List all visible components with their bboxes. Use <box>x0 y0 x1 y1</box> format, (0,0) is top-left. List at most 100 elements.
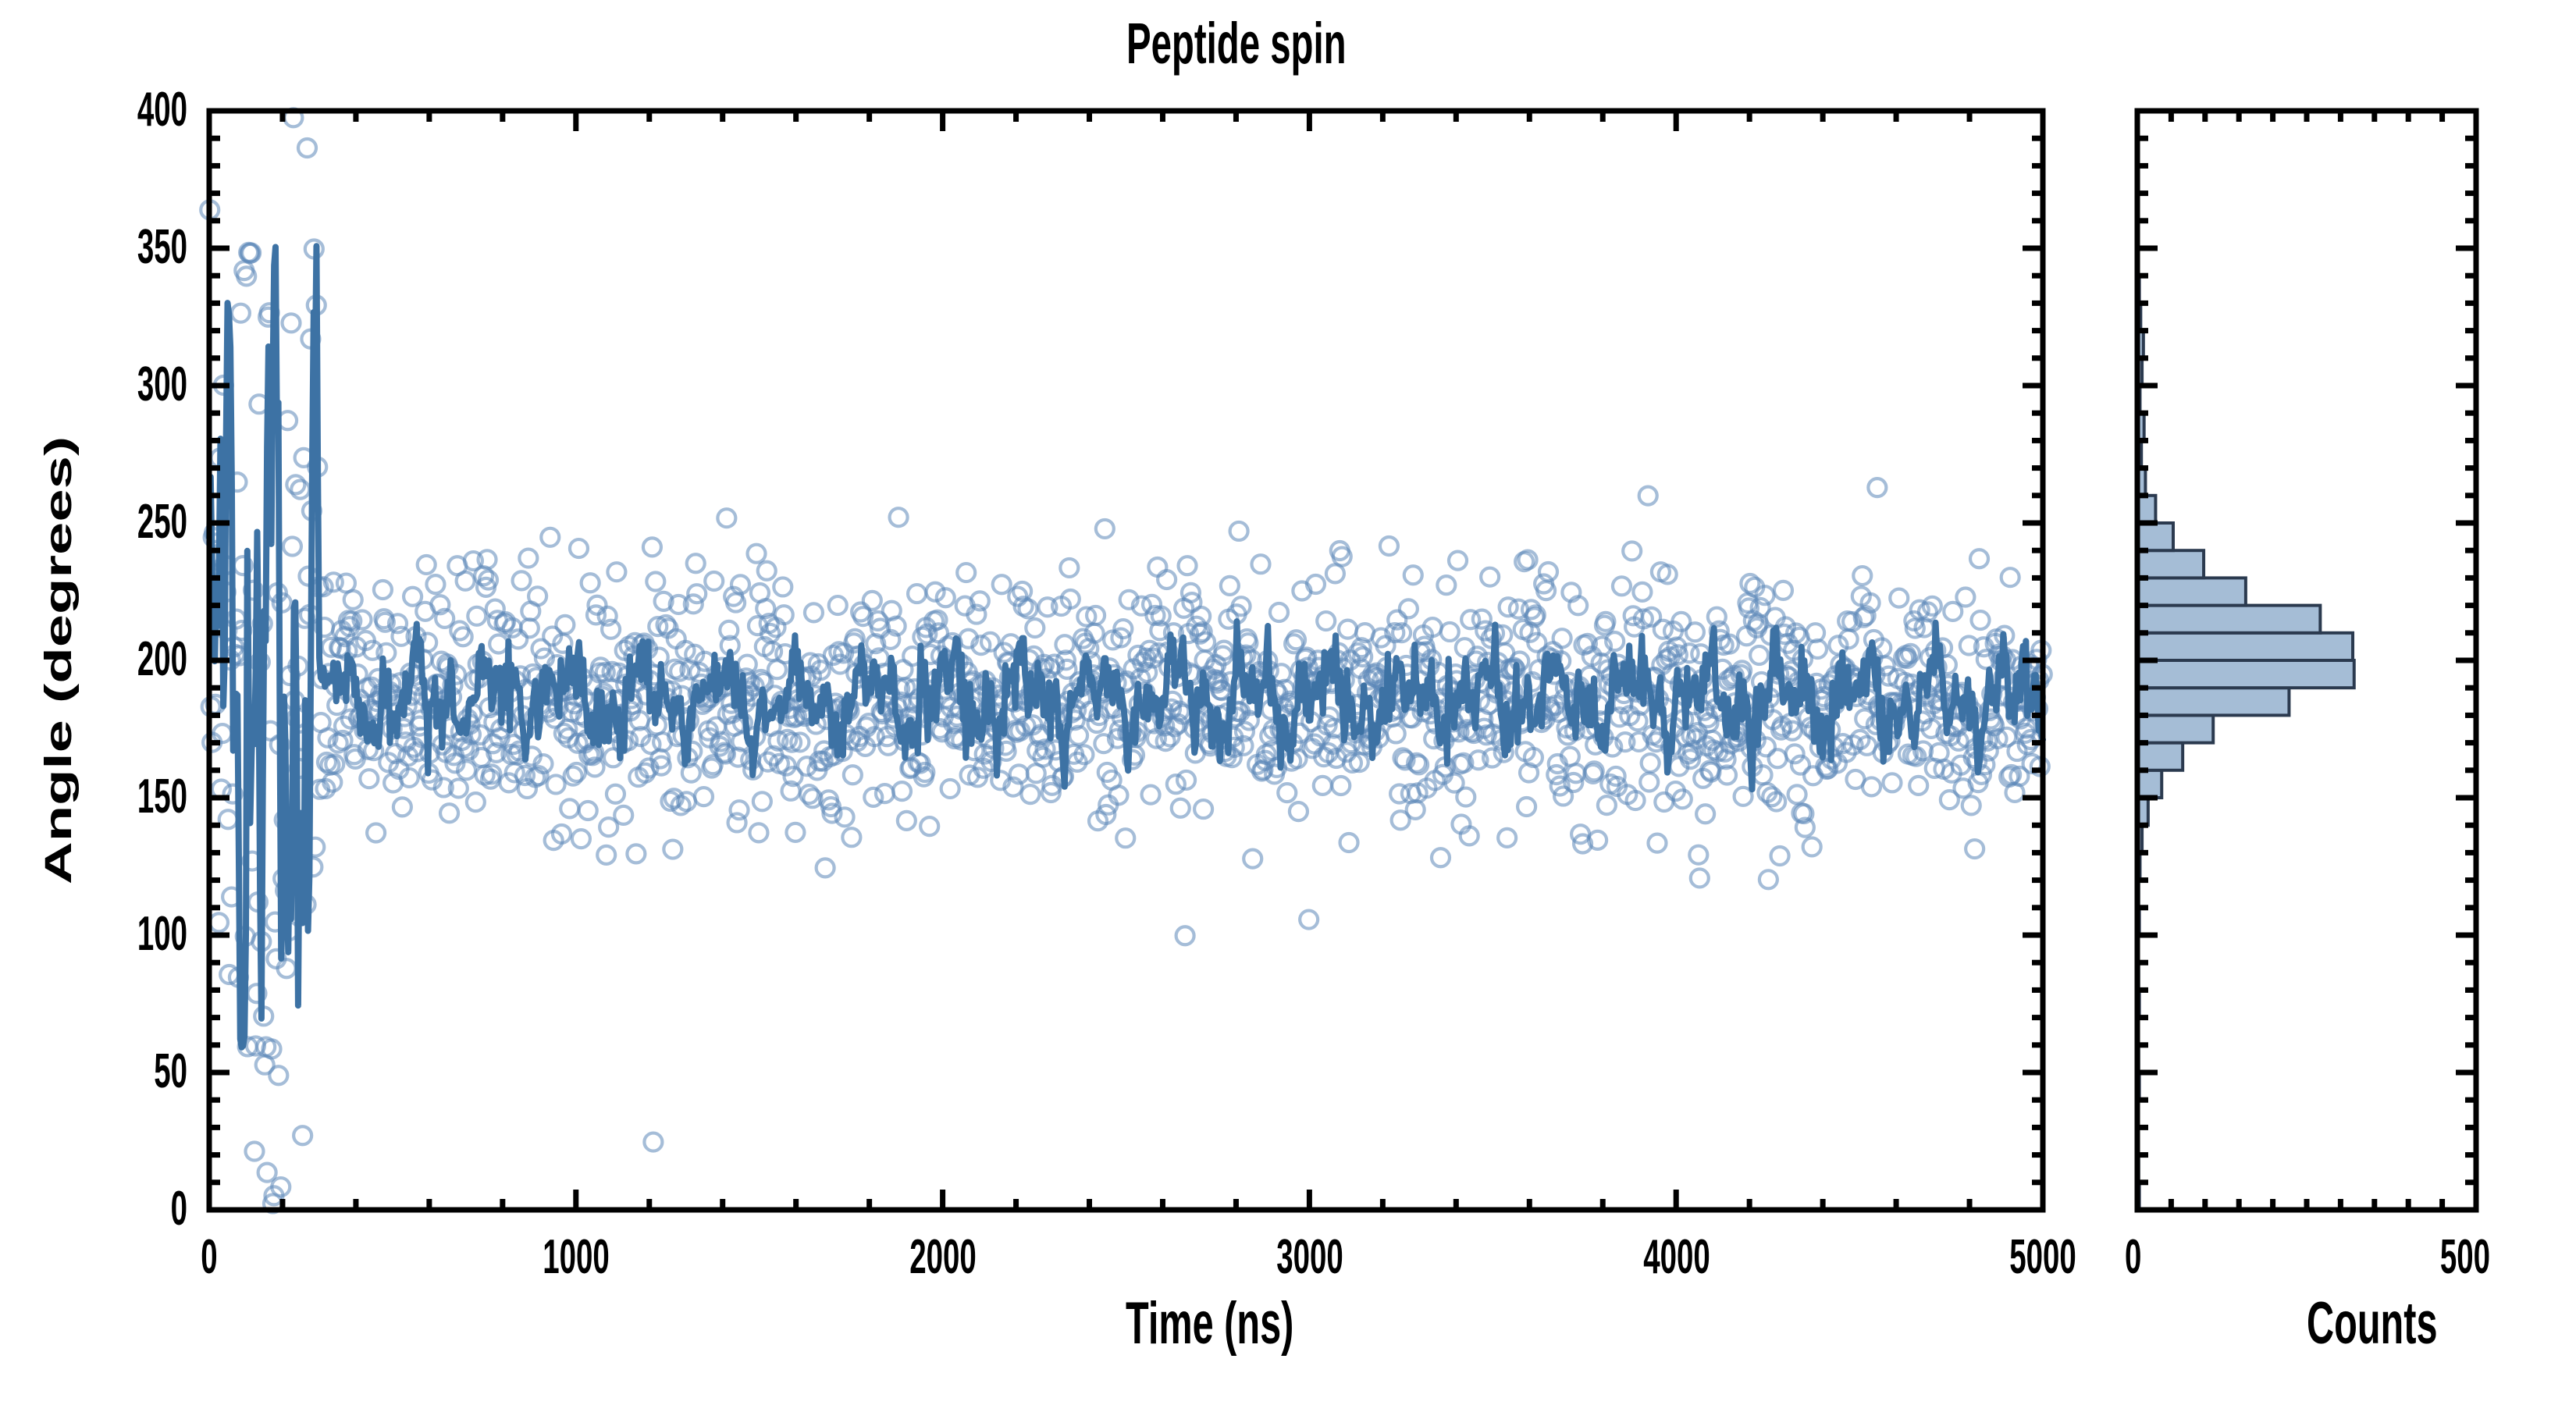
scatter-point <box>1678 642 1700 664</box>
scatter-point <box>466 605 488 627</box>
scatter-point <box>1140 784 1162 806</box>
scatter-point <box>1169 700 1190 722</box>
scatter-point <box>682 593 704 615</box>
scatter-point <box>1084 604 1107 627</box>
scatter-point <box>1315 610 1337 632</box>
scatter-point <box>386 613 409 635</box>
scatter-point <box>1169 797 1191 819</box>
scatter-point <box>642 1131 664 1153</box>
scatter-point <box>1385 723 1407 745</box>
scatter-point <box>1739 572 1761 595</box>
scatter-point <box>372 578 394 601</box>
scatter-point <box>1969 609 1991 631</box>
scatter-point <box>1191 621 1213 643</box>
scatter-point <box>662 838 684 860</box>
scatter-point <box>1059 588 1081 610</box>
scatter-point <box>1964 838 1986 860</box>
scatter-point <box>1912 740 1934 762</box>
scatter-point <box>1708 620 1730 642</box>
histogram-bar <box>2136 521 2175 553</box>
scatter-point <box>1679 749 1702 770</box>
scatter-point <box>1034 738 1056 760</box>
scatter-point <box>434 607 456 630</box>
x-tick-label-2000: 2000 <box>909 1230 977 1284</box>
scatter-point <box>1938 789 1960 811</box>
y-tick-label-200: 200 <box>137 632 187 686</box>
scatter-point <box>598 816 620 838</box>
scatter-point <box>1855 605 1877 627</box>
scatter-point <box>927 609 948 631</box>
scatter-point <box>1190 605 1212 628</box>
scatter-point <box>1466 646 1489 667</box>
x-tick-label-4000: 4000 <box>1643 1230 1710 1284</box>
scatter-point <box>1094 518 1115 540</box>
scatter-point <box>1904 617 1926 639</box>
scatter-point <box>1017 598 1039 620</box>
scatter-point <box>1769 845 1791 867</box>
scatter-point <box>821 802 843 824</box>
scatter-point <box>208 912 230 934</box>
scatter-point <box>236 265 258 287</box>
scatter-point <box>863 786 884 808</box>
scatter-point <box>1596 795 1617 816</box>
scatter-point <box>589 656 611 678</box>
scatter-point <box>880 628 902 650</box>
scatter-point <box>1044 653 1066 675</box>
scatter-point <box>244 1140 265 1162</box>
scatter-point <box>1479 566 1501 588</box>
scatter-point <box>1250 553 1272 575</box>
scatter-point <box>1497 596 1519 618</box>
scatter-point <box>991 574 1012 596</box>
scatter-point <box>895 809 917 831</box>
scatter-point <box>1439 621 1461 643</box>
scatter-point <box>1537 560 1560 583</box>
scatter-point <box>834 806 856 828</box>
scatter-point <box>1054 634 1076 656</box>
scatter-point <box>1656 564 1678 585</box>
scatter-point <box>462 550 485 572</box>
scatter-point <box>729 574 752 596</box>
scatter-point <box>1653 791 1675 813</box>
scatter-point <box>1397 598 1419 620</box>
scatter-point <box>315 751 338 774</box>
scatter-point <box>1806 638 1829 660</box>
scatter-point <box>285 474 307 496</box>
x-tick-label-0: 0 <box>201 1230 218 1284</box>
scatter-point <box>1496 827 1518 848</box>
scatter-point <box>1801 836 1823 858</box>
scatter-point <box>488 633 510 655</box>
scatter-point <box>290 478 311 500</box>
scatter-point <box>1194 631 1217 653</box>
scatter-point <box>1522 746 1545 769</box>
scatter-point <box>391 796 413 818</box>
scatter-point <box>798 783 820 806</box>
scatter-point <box>1481 747 1503 769</box>
scatter-point <box>710 731 732 752</box>
scatter-point <box>1156 568 1178 591</box>
scatter-point <box>1219 574 1240 596</box>
scatter-point <box>1378 535 1400 557</box>
scatter-point <box>660 790 681 813</box>
scatter-point <box>1115 827 1137 849</box>
y-tick-label-250: 250 <box>137 495 187 549</box>
scatter-point <box>374 611 396 633</box>
scatter-point <box>1551 628 1573 649</box>
scatter-point <box>1987 727 2008 750</box>
scatter-point <box>594 661 616 684</box>
scatter-point <box>398 767 420 789</box>
scatter-point <box>969 590 991 612</box>
scatter-point <box>1749 644 1770 667</box>
scatter-point <box>802 602 825 624</box>
scatter-point <box>296 137 318 159</box>
scatter-point <box>565 761 588 784</box>
scatter-point <box>1429 847 1452 869</box>
scatter-point <box>716 507 738 529</box>
scatter-point <box>1318 706 1340 728</box>
scatter-point <box>600 618 622 640</box>
scatter-point <box>653 590 674 613</box>
scatter-point <box>1563 771 1585 794</box>
scatter-point <box>1624 789 1646 812</box>
y-tick-label-0: 0 <box>170 1182 187 1236</box>
scatter-point <box>891 781 913 802</box>
scatter-point <box>1958 635 1980 656</box>
